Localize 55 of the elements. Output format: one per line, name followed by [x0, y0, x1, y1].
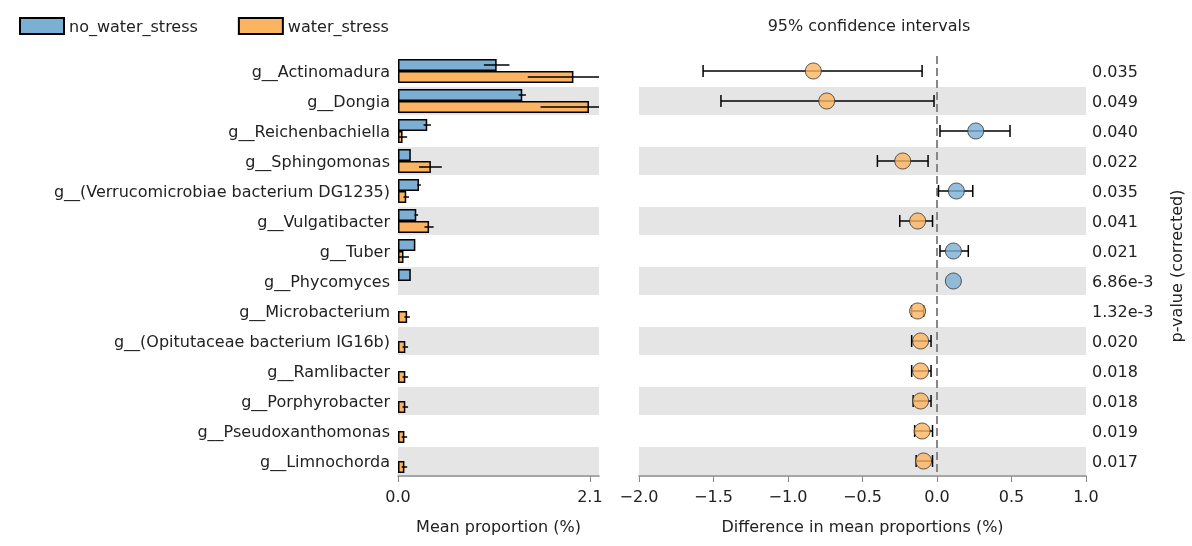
legend-label: no_water_stress: [69, 16, 198, 37]
y2-tick-label: 0.020: [1092, 331, 1138, 351]
y-tick-label: g__Sphingomonas: [245, 151, 390, 172]
y2-tick-label: 0.041: [1092, 211, 1138, 231]
y-tick-label: g__Ramlibacter: [267, 361, 391, 382]
bar: [398, 341, 406, 353]
y2-tick-label: 0.049: [1092, 91, 1138, 111]
y2-tick-label: 0.022: [1092, 151, 1138, 171]
point: [947, 182, 965, 200]
x-axis-title: Mean proportion (%): [416, 516, 581, 536]
y-tick-label: g__Actinomadura: [251, 61, 390, 82]
legend-label: water_stress: [287, 16, 389, 37]
x-tick-label: −2.0: [619, 486, 659, 506]
x-tick-label: −1.0: [768, 486, 808, 506]
y-tick-label: g__(Verrucomicrobiae bacterium DG1235): [53, 181, 390, 202]
x-tick-label: −0.5: [843, 486, 882, 506]
bar: [398, 269, 411, 281]
y2-tick-label: 1.32e-3: [1092, 301, 1154, 321]
point: [967, 122, 985, 140]
y2-tick-label: 0.021: [1092, 241, 1138, 261]
y2-tick-label: 0.018: [1092, 391, 1138, 411]
y2-tick-label: 0.035: [1092, 61, 1138, 81]
bar: [398, 401, 406, 413]
bar: [398, 371, 406, 383]
y-tick-label: g__Tuber: [319, 241, 391, 262]
y-tick-label: g__Phycomyces: [263, 271, 390, 292]
point: [804, 62, 822, 80]
y-tick-label: g__Limnochorda: [259, 451, 390, 472]
point: [944, 242, 962, 260]
y-tick-label: g__Porphyrobacter: [241, 391, 391, 412]
y2-tick-label: 0.018: [1092, 361, 1138, 381]
x-tick-label: 0.0: [385, 486, 411, 506]
x-tick-label: 1.0: [1073, 486, 1099, 506]
y2-axis-title: p-value (corrected): [1166, 189, 1186, 343]
y2-tick-label: 0.017: [1092, 451, 1138, 471]
x-tick-label: −1.5: [694, 486, 733, 506]
y2-tick-label: 0.040: [1092, 121, 1138, 141]
point: [818, 92, 836, 110]
y-tick-label: g__(Opitutaceae bacterium IG16b): [113, 331, 390, 352]
point: [909, 212, 927, 230]
y-tick-label: g__Vulgatibacter: [257, 211, 391, 232]
y2-tick-label: 0.035: [1092, 181, 1138, 201]
x-tick-label: 2.1: [577, 486, 603, 506]
point: [894, 152, 912, 170]
y2-tick-label: 0.019: [1092, 421, 1138, 441]
y-tick-label: g__Microbacterium: [239, 301, 390, 322]
y2-tick-label: 6.86e-3: [1092, 271, 1154, 291]
point: [944, 272, 962, 290]
y-tick-label: g__Reichenbachiella: [228, 121, 390, 142]
x-tick-label: 0.0: [924, 486, 950, 506]
chart-title: 95% confidence intervals: [767, 15, 971, 35]
x-axis-title: Difference in mean proportions (%): [721, 516, 1004, 536]
x-tick-label: 0.5: [998, 486, 1025, 506]
y-tick-label: g__Dongia: [307, 91, 390, 112]
y-tick-label: g__Pseudoxanthomonas: [197, 421, 390, 442]
